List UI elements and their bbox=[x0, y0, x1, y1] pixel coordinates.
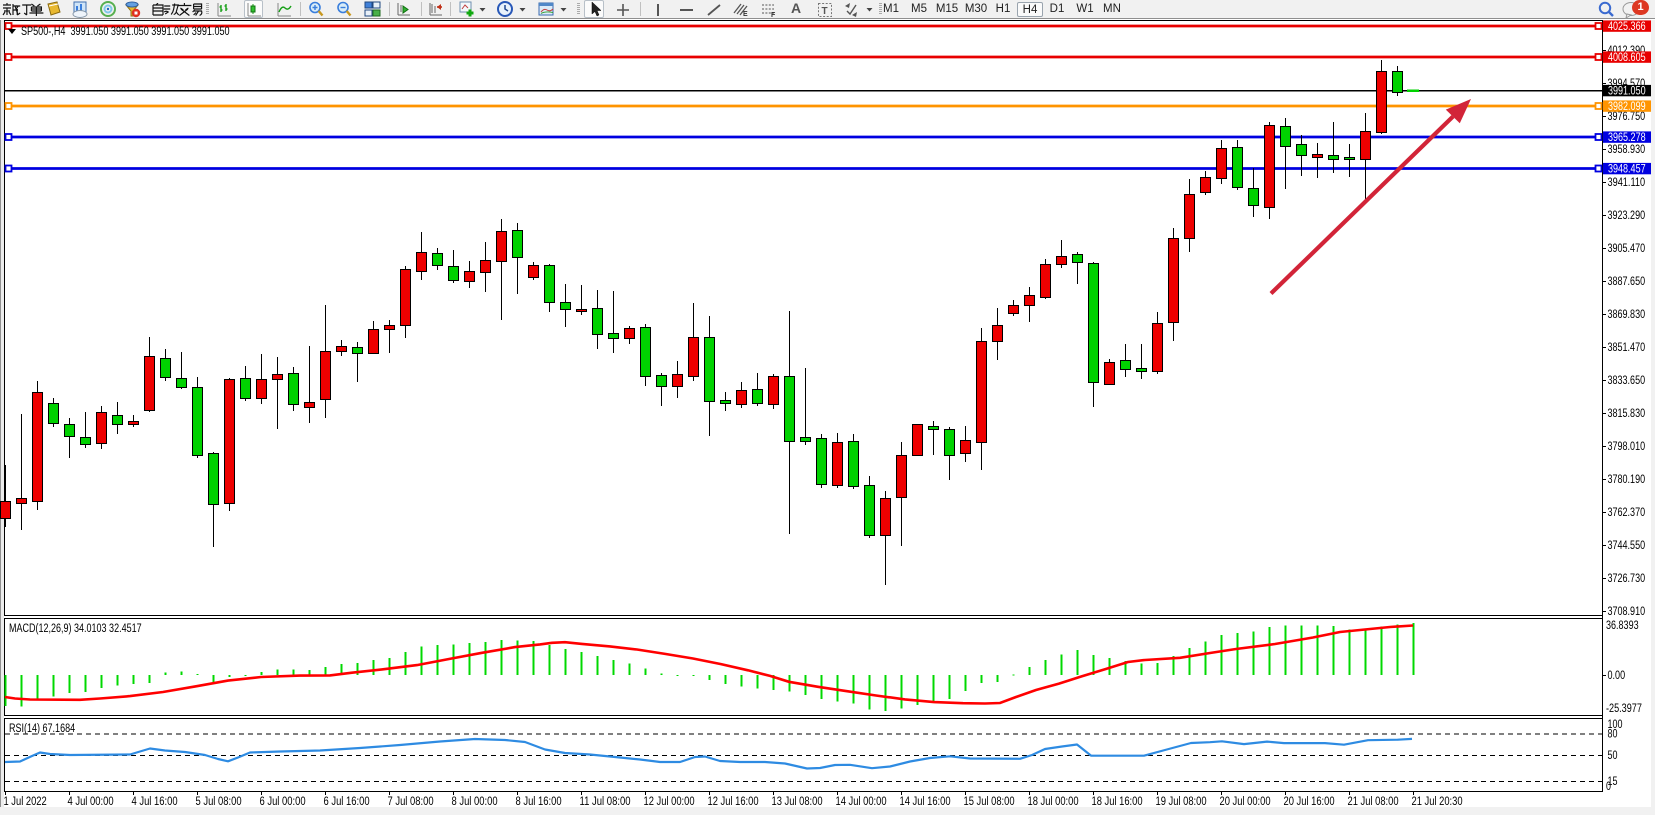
svg-text:0: 0 bbox=[1606, 781, 1611, 793]
svg-text:14 Jul 00:00: 14 Jul 00:00 bbox=[836, 796, 887, 808]
svg-text:F: F bbox=[771, 12, 776, 18]
svg-text:3958.930: 3958.930 bbox=[1608, 144, 1646, 156]
svg-text:MACD(12,26,9) 34.0103 32.4517: MACD(12,26,9) 34.0103 32.4517 bbox=[9, 623, 142, 635]
svg-text:3869.830: 3869.830 bbox=[1608, 309, 1646, 321]
svg-text:3965.278: 3965.278 bbox=[1608, 132, 1646, 144]
svg-text:20 Jul 16:00: 20 Jul 16:00 bbox=[1284, 796, 1335, 808]
svg-text:5 Jul 08:00: 5 Jul 08:00 bbox=[196, 796, 242, 808]
svg-text:1 Jul 2022: 1 Jul 2022 bbox=[4, 796, 47, 808]
svg-text:SP500-,H4 3991.050 3991.050 3: SP500-,H4 3991.050 3991.050 3991.050 399… bbox=[21, 26, 230, 38]
svg-text:3976.750: 3976.750 bbox=[1608, 111, 1646, 123]
svg-text:3923.290: 3923.290 bbox=[1608, 210, 1646, 222]
svg-text:12 Jul 16:00: 12 Jul 16:00 bbox=[708, 796, 759, 808]
svg-text:11 Jul 08:00: 11 Jul 08:00 bbox=[580, 796, 631, 808]
svg-text:3708.910: 3708.910 bbox=[1608, 606, 1646, 618]
svg-text:21 Jul 08:00: 21 Jul 08:00 bbox=[1348, 796, 1399, 808]
svg-text:4 Jul 16:00: 4 Jul 16:00 bbox=[132, 796, 178, 808]
svg-text:RSI(14) 67.1684: RSI(14) 67.1684 bbox=[9, 723, 76, 735]
svg-text:3833.650: 3833.650 bbox=[1608, 375, 1646, 387]
svg-text:8 Jul 00:00: 8 Jul 00:00 bbox=[452, 796, 498, 808]
svg-text:12 Jul 00:00: 12 Jul 00:00 bbox=[644, 796, 695, 808]
svg-text:80: 80 bbox=[1608, 729, 1618, 741]
svg-text:3780.190: 3780.190 bbox=[1608, 474, 1646, 486]
svg-text:18 Jul 00:00: 18 Jul 00:00 bbox=[1028, 796, 1079, 808]
svg-text:3762.370: 3762.370 bbox=[1608, 507, 1646, 519]
svg-text:3815.830: 3815.830 bbox=[1608, 408, 1646, 420]
svg-text:50: 50 bbox=[1608, 750, 1618, 762]
svg-text:6 Jul 00:00: 6 Jul 00:00 bbox=[260, 796, 306, 808]
svg-text:-25.3977: -25.3977 bbox=[1606, 703, 1642, 715]
svg-text:3982.099: 3982.099 bbox=[1608, 101, 1646, 113]
svg-text:3798.010: 3798.010 bbox=[1608, 441, 1646, 453]
svg-text:3905.470: 3905.470 bbox=[1608, 243, 1646, 255]
svg-text:20 Jul 00:00: 20 Jul 00:00 bbox=[1220, 796, 1271, 808]
svg-text:6 Jul 16:00: 6 Jul 16:00 bbox=[324, 796, 370, 808]
svg-text:0.00: 0.00 bbox=[1608, 670, 1626, 682]
svg-text:3887.650: 3887.650 bbox=[1608, 276, 1646, 288]
svg-text:3948.457: 3948.457 bbox=[1608, 164, 1646, 176]
svg-text:14 Jul 16:00: 14 Jul 16:00 bbox=[900, 796, 951, 808]
svg-text:21 Jul 20:30: 21 Jul 20:30 bbox=[1412, 796, 1463, 808]
svg-text:18 Jul 16:00: 18 Jul 16:00 bbox=[1092, 796, 1143, 808]
svg-text:3991.050: 3991.050 bbox=[1608, 86, 1646, 98]
svg-text:3726.730: 3726.730 bbox=[1608, 573, 1646, 585]
svg-text:15: 15 bbox=[1608, 776, 1618, 788]
svg-text:3744.550: 3744.550 bbox=[1608, 540, 1646, 552]
svg-text:36.8393: 36.8393 bbox=[1606, 620, 1639, 632]
svg-text:3851.470: 3851.470 bbox=[1608, 342, 1646, 354]
svg-text:13 Jul 08:00: 13 Jul 08:00 bbox=[772, 796, 823, 808]
svg-text:4025.366: 4025.366 bbox=[1608, 21, 1646, 33]
svg-text:8 Jul 16:00: 8 Jul 16:00 bbox=[516, 796, 562, 808]
svg-text:4 Jul 00:00: 4 Jul 00:00 bbox=[68, 796, 114, 808]
svg-text:19 Jul 08:00: 19 Jul 08:00 bbox=[1156, 796, 1207, 808]
svg-text:T: T bbox=[822, 6, 828, 17]
svg-text:7 Jul 08:00: 7 Jul 08:00 bbox=[388, 796, 434, 808]
svg-text:100: 100 bbox=[1608, 719, 1623, 731]
svg-text:4008.605: 4008.605 bbox=[1608, 52, 1646, 64]
svg-text:15 Jul 08:00: 15 Jul 08:00 bbox=[964, 796, 1015, 808]
svg-text:E: E bbox=[743, 11, 748, 18]
svg-text:3941.110: 3941.110 bbox=[1608, 177, 1646, 189]
